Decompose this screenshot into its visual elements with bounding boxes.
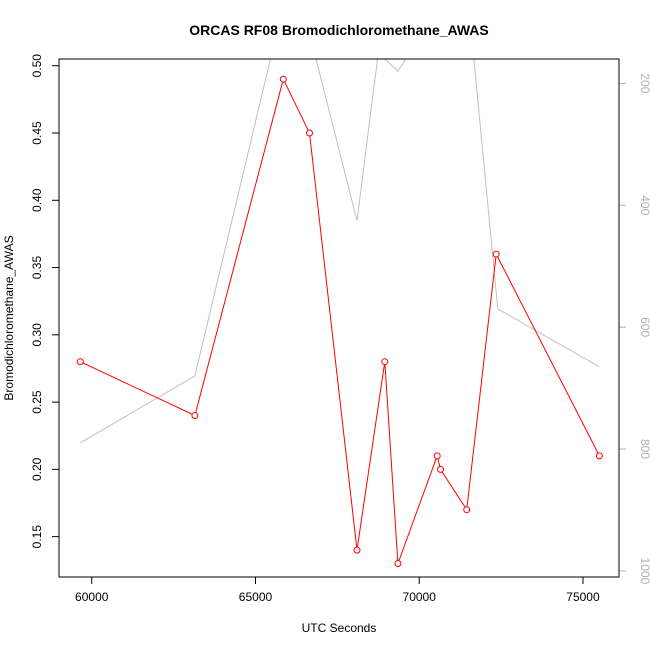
data-point <box>437 465 444 473</box>
y2-tick-label: 1000 <box>638 558 650 585</box>
x-axis-label: UTC Seconds <box>302 621 377 635</box>
data-point <box>595 452 603 460</box>
y-tick-label: 0.25 <box>30 390 44 414</box>
y-tick-label: 0.35 <box>30 256 44 280</box>
data-point <box>381 358 389 366</box>
y2-tick-label: 200 <box>638 73 650 93</box>
data-point <box>76 358 84 366</box>
data-point <box>191 412 199 419</box>
y-axis-label: Bromodichloromethane_AWAS <box>2 235 16 400</box>
data-point <box>279 75 287 83</box>
y-tick-label: 0.20 <box>30 457 44 481</box>
plot-area <box>80 59 600 564</box>
altitude-series-line <box>80 59 600 444</box>
y-tick-label: 0.40 <box>30 188 44 212</box>
bromodichloromethane-series-line <box>80 77 600 564</box>
chart-title: ORCAS RF08 Bromodichloromethane_AWAS <box>189 22 489 38</box>
data-point <box>306 129 313 137</box>
x-tick-label: 75000 <box>566 590 600 604</box>
data-point <box>353 546 361 554</box>
series-layer <box>76 59 603 567</box>
data-point <box>492 250 500 258</box>
y-tick-label: 0.15 <box>30 525 44 549</box>
data-point <box>463 506 471 514</box>
y2-tick-label: 400 <box>638 195 650 215</box>
y-tick-label: 0.30 <box>30 323 44 347</box>
y-tick-label: 0.45 <box>30 121 44 145</box>
data-point <box>433 452 441 460</box>
x-tick-label: 70000 <box>403 590 437 604</box>
axes-layer: 60000 65000 70000 75000 0.15 0.20 0.25 0.30 0.35… <box>30 54 650 604</box>
y-tick-label: 0.50 <box>30 54 44 78</box>
y2-tick-label: 800 <box>638 439 650 459</box>
x-tick-label: 60000 <box>75 590 109 604</box>
data-point <box>394 560 402 567</box>
y2-tick-label: 600 <box>638 317 650 337</box>
x-tick-label: 65000 <box>239 590 273 604</box>
plot-frame <box>58 58 620 578</box>
